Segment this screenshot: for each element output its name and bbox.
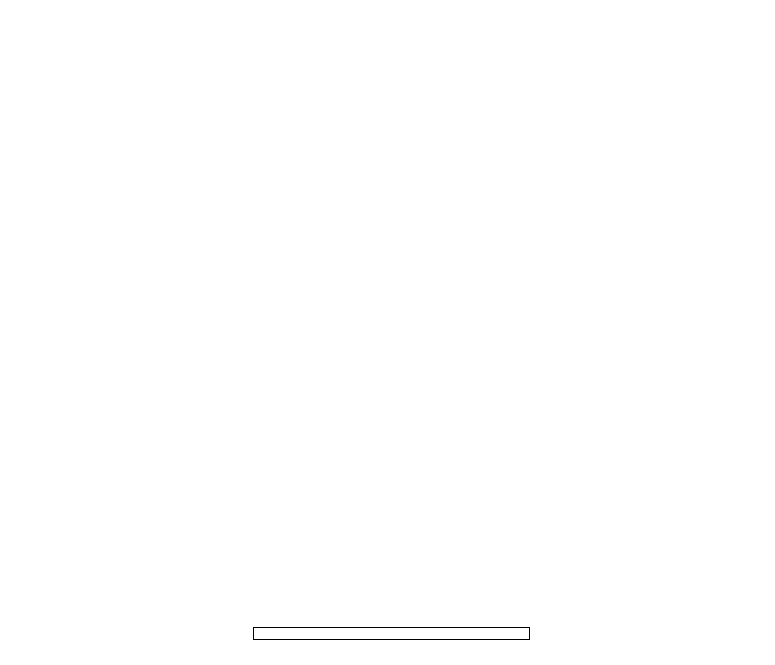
wave-height-map <box>85 35 645 570</box>
map-canvas <box>85 35 645 570</box>
wave-height-colorbar <box>253 627 530 640</box>
chart-header <box>85 6 645 7</box>
